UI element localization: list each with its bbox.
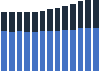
Bar: [55, 8, 60, 31]
Bar: [9, 12, 15, 32]
Bar: [17, 12, 22, 31]
Bar: [9, 32, 15, 71]
Bar: [1, 31, 7, 71]
Bar: [62, 6, 68, 30]
Bar: [24, 12, 30, 32]
Bar: [62, 30, 68, 71]
Bar: [1, 12, 7, 31]
Bar: [32, 12, 38, 32]
Bar: [47, 9, 53, 31]
Bar: [55, 31, 60, 71]
Bar: [93, 28, 99, 71]
Bar: [85, 28, 91, 71]
Bar: [40, 31, 45, 71]
Bar: [70, 30, 76, 71]
Bar: [32, 32, 38, 71]
Bar: [17, 31, 22, 71]
Bar: [24, 32, 30, 71]
Bar: [40, 11, 45, 31]
Bar: [47, 31, 53, 71]
Bar: [70, 4, 76, 30]
Bar: [78, 28, 83, 71]
Bar: [78, 1, 83, 28]
Bar: [93, 0, 99, 28]
Bar: [85, 0, 91, 28]
